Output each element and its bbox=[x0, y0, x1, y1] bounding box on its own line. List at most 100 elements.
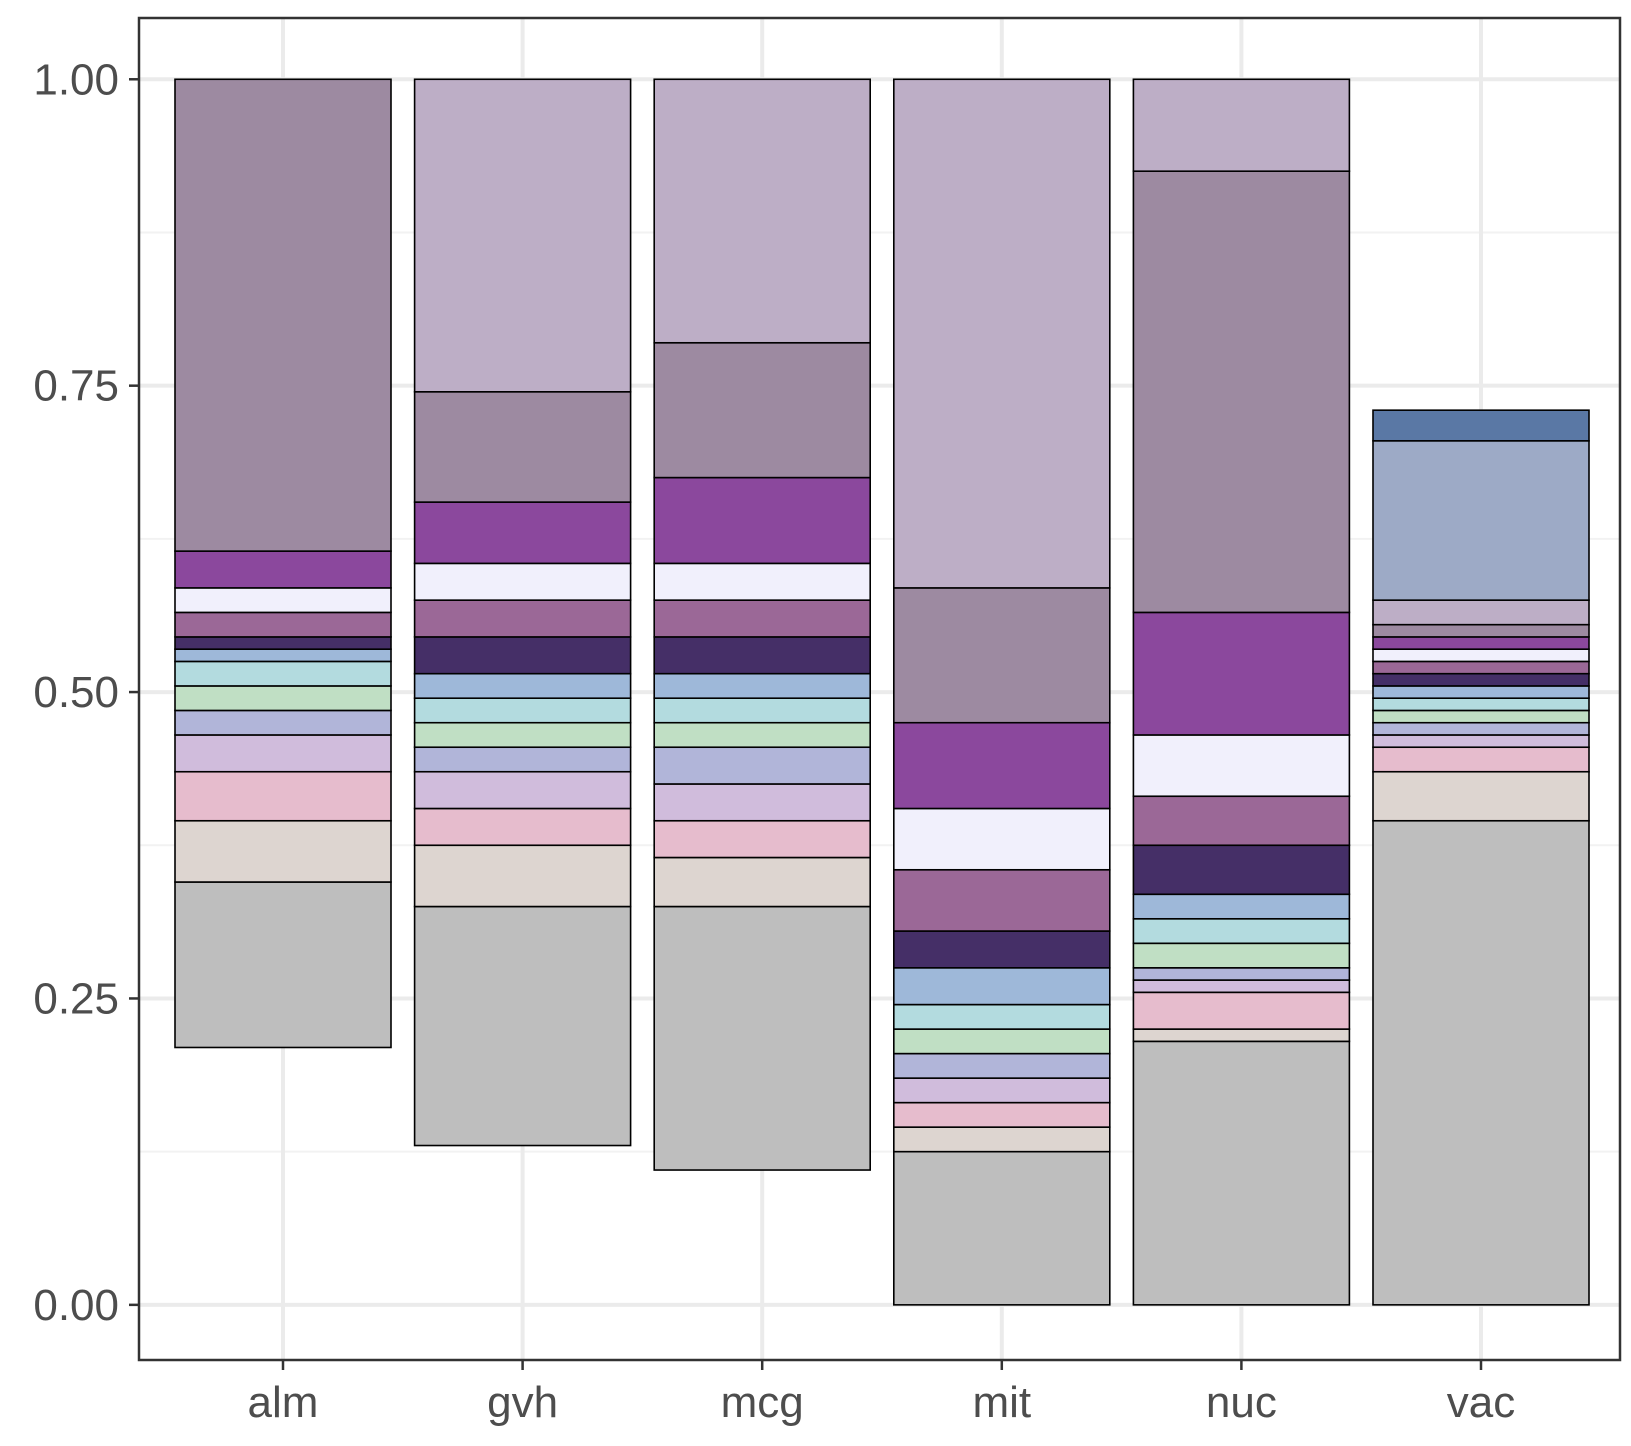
y-tick-label: 0.75 bbox=[33, 362, 119, 411]
bar-segment-nuc-4 bbox=[1132, 967, 1351, 981]
bar-segment-mit-3 bbox=[892, 1077, 1111, 1104]
bar-segment-gvh-1 bbox=[413, 844, 632, 908]
bar-segment-vac-9 bbox=[1372, 660, 1590, 675]
y-tick-label: 0.00 bbox=[33, 1281, 119, 1330]
y-tick-label: 0.25 bbox=[33, 974, 119, 1023]
bar-segment-alm-2 bbox=[174, 770, 392, 822]
bar-segment-gvh-8 bbox=[413, 636, 632, 675]
bar-segment-alm-9 bbox=[174, 611, 392, 638]
panel-border bbox=[137, 16, 1622, 1362]
bar-segment-nuc-9 bbox=[1132, 795, 1351, 847]
bar-segment-mit-0 bbox=[892, 1150, 1111, 1306]
bar-segment-nuc-6 bbox=[1132, 917, 1351, 945]
bar-segment-mcg-12 bbox=[653, 341, 872, 479]
bar-segment-mit-9 bbox=[892, 868, 1111, 932]
bar-gvh bbox=[413, 78, 632, 1147]
x-tick-label-nuc: nuc bbox=[1206, 1378, 1277, 1427]
x-tick-label-gvh: gvh bbox=[487, 1378, 558, 1427]
bar-segment-mit-1 bbox=[892, 1126, 1111, 1153]
bar-nuc bbox=[1132, 78, 1351, 1306]
bar-segment-vac-0 bbox=[1372, 819, 1590, 1306]
bar-segment-vac-13 bbox=[1372, 599, 1590, 626]
bar-segment-gvh-2 bbox=[413, 807, 632, 847]
y-tick-label: 1.00 bbox=[33, 55, 119, 104]
bar-segment-vac-1 bbox=[1372, 770, 1590, 822]
bar-segment-gvh-7 bbox=[413, 672, 632, 699]
bar-segment-nuc-2 bbox=[1132, 991, 1351, 1030]
bar-segment-mcg-9 bbox=[653, 599, 872, 638]
bar-segment-gvh-11 bbox=[413, 501, 632, 565]
y-tick-label: 0.50 bbox=[33, 668, 119, 717]
bar-segment-mcg-3 bbox=[653, 783, 872, 822]
bar-segment-vac-7 bbox=[1372, 685, 1590, 699]
bar-segment-mcg-4 bbox=[653, 746, 872, 785]
bar-segment-vac-3 bbox=[1372, 734, 1590, 749]
bar-segment-nuc-12 bbox=[1132, 170, 1351, 614]
bar-segment-mit-4 bbox=[892, 1052, 1111, 1079]
bar-segment-alm-5 bbox=[174, 685, 392, 712]
bar-segment-mit-5 bbox=[892, 1028, 1111, 1055]
bar-segment-gvh-9 bbox=[413, 599, 632, 638]
bar-segment-mcg-2 bbox=[653, 819, 872, 859]
bar-segment-gvh-6 bbox=[413, 697, 632, 724]
bar-segment-gvh-12 bbox=[413, 390, 632, 503]
bar-segment-gvh-0 bbox=[413, 905, 632, 1147]
bar-segment-nuc-10 bbox=[1132, 734, 1351, 798]
bar-segment-nuc-3 bbox=[1132, 979, 1351, 994]
axes: 0.00 0.25 0.50 0.75 1.00 alm gvh mcg mit nuc vac bbox=[33, 55, 1515, 1427]
bar-segment-vac-10 bbox=[1372, 648, 1590, 663]
bar-mcg bbox=[653, 78, 872, 1171]
bar-segment-alm-10 bbox=[174, 587, 392, 614]
bar-vac bbox=[1372, 409, 1590, 1306]
bar-segment-mcg-10 bbox=[653, 562, 872, 601]
bar-segment-mcg-13 bbox=[653, 78, 872, 344]
x-tick-label-alm: alm bbox=[248, 1378, 319, 1427]
bar-segment-alm-3 bbox=[174, 734, 392, 773]
bar-segment-mit-13 bbox=[892, 78, 1111, 589]
bar-segment-vac-11 bbox=[1372, 636, 1590, 650]
bar-segment-vac-15 bbox=[1372, 409, 1590, 442]
bar-segment-nuc-7 bbox=[1132, 893, 1351, 920]
bar-segment-gvh-4 bbox=[413, 746, 632, 773]
bar-segment-mcg-11 bbox=[653, 476, 872, 565]
bar-segment-alm-4 bbox=[174, 709, 392, 736]
bar-segment-nuc-8 bbox=[1132, 844, 1351, 896]
bar-segment-mit-11 bbox=[892, 721, 1111, 810]
bar-segment-mit-2 bbox=[892, 1101, 1111, 1128]
bar-mit bbox=[892, 78, 1111, 1306]
bar-segment-alm-12 bbox=[174, 78, 392, 552]
bars bbox=[174, 78, 1590, 1306]
bar-segment-mcg-7 bbox=[653, 672, 872, 699]
bar-segment-vac-6 bbox=[1372, 697, 1590, 712]
bar-segment-mcg-1 bbox=[653, 856, 872, 908]
bar-segment-vac-12 bbox=[1372, 623, 1590, 638]
bar-segment-mcg-8 bbox=[653, 636, 872, 675]
bar-segment-mcg-6 bbox=[653, 697, 872, 724]
bar-segment-alm-6 bbox=[174, 660, 392, 687]
bar-segment-alm-0 bbox=[174, 881, 392, 1049]
bar-segment-nuc-13 bbox=[1132, 78, 1351, 172]
bar-segment-nuc-0 bbox=[1132, 1040, 1351, 1306]
bar-segment-nuc-5 bbox=[1132, 942, 1351, 969]
x-tick-label-mcg: mcg bbox=[721, 1378, 804, 1427]
bar-segment-vac-2 bbox=[1372, 746, 1590, 773]
bar-segment-mcg-0 bbox=[653, 905, 872, 1171]
bar-segment-nuc-11 bbox=[1132, 611, 1351, 736]
bar-segment-gvh-5 bbox=[413, 721, 632, 749]
bar-segment-mit-10 bbox=[892, 807, 1111, 871]
bar-segment-mit-6 bbox=[892, 1003, 1111, 1030]
bar-segment-alm-7 bbox=[174, 648, 392, 663]
bar-segment-vac-4 bbox=[1372, 721, 1590, 736]
bar-segment-gvh-13 bbox=[413, 78, 632, 393]
x-tick-label-vac: vac bbox=[1447, 1378, 1515, 1427]
bar-alm bbox=[174, 78, 392, 1049]
bar-segment-gvh-10 bbox=[413, 562, 632, 601]
bar-segment-vac-5 bbox=[1372, 709, 1590, 724]
bar-segment-mit-8 bbox=[892, 930, 1111, 969]
bar-segment-gvh-3 bbox=[413, 770, 632, 810]
bar-segment-alm-11 bbox=[174, 550, 392, 589]
bar-segment-mit-7 bbox=[892, 967, 1111, 1006]
bar-segment-mcg-5 bbox=[653, 721, 872, 749]
bar-segment-vac-8 bbox=[1372, 672, 1590, 687]
